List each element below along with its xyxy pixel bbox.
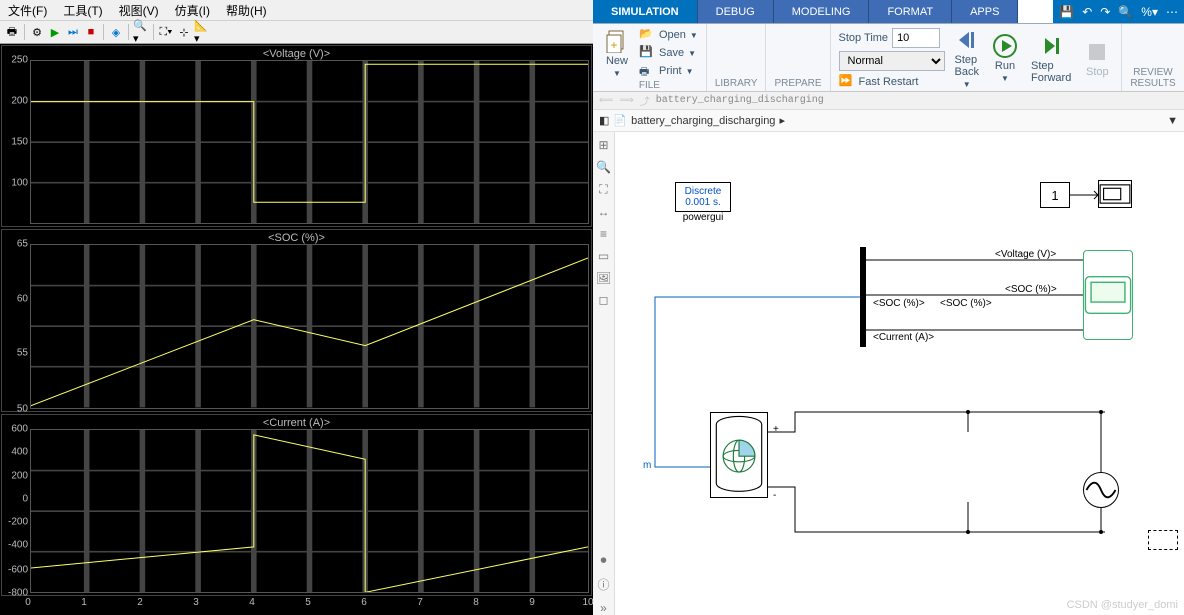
percent-icon[interactable]: %▾ [1141,5,1158,19]
new-button[interactable]: + New▼ [601,26,633,80]
sig-voltage-label: <Voltage (V)> [995,249,1056,260]
group-library-label[interactable]: LIBRARY [715,78,758,89]
stop-icon[interactable]: ■ [83,24,99,40]
menu-view[interactable]: 视图(V) [111,2,167,19]
demux-block[interactable] [860,247,866,347]
viewmark-icon[interactable]: ◻ [599,293,609,307]
menu-file[interactable]: 文件(F) [0,2,55,19]
breadcrumb: ⟸ ⟹ ⤴ battery_charging_discharging [593,92,1184,110]
model-icon: 📄 [613,114,627,127]
run-icon[interactable]: ▶ [47,24,63,40]
print-icon[interactable]: 🖶 [4,24,20,40]
chevron-right-icon: ▸ [779,114,785,127]
pan-icon[interactable]: ↔ [598,205,610,219]
plus-port-label: + [773,424,779,435]
group-file-label: FILE [601,80,698,91]
plot-title: <Current (A)> [263,417,330,429]
toolstrip-body: + New▼ 📂Open▼ 💾Save▼ 🖶Print▼ FILE LIBRAR… [593,24,1184,92]
minus-port-label: - [773,490,776,501]
annotate-icon[interactable]: ≡ [600,227,607,241]
undo-icon[interactable]: ↶ [1082,5,1092,19]
tab-simulation[interactable]: SIMULATION [593,0,698,23]
step-forward-button[interactable]: Step Forward [1027,26,1075,91]
powergui-block[interactable]: Discrete0.001 s. powergui [675,182,731,223]
menu-tools[interactable]: 工具(T) [55,2,110,19]
group-review-label[interactable]: REVIEW RESULTS [1130,67,1175,89]
sig-soc-label-r: <SOC (%)> [1005,284,1057,295]
measure-icon[interactable]: 📐▾ [194,24,210,40]
menu-help[interactable]: 帮助(H) [218,2,275,19]
sim-mode-select[interactable]: Normal [839,51,945,71]
redo-icon[interactable]: ↷ [1100,5,1110,19]
explorer-icon[interactable]: ⊞ [598,138,608,152]
group-prepare-label[interactable]: PREPARE [774,78,821,89]
svg-text:+: + [610,38,617,52]
constant-block[interactable]: 1 [1040,182,1070,208]
cursor-icon[interactable]: ⊹ [176,24,192,40]
print-button[interactable]: 🖶Print▼ [639,62,698,80]
nav-back-icon[interactable]: ⟸ [599,95,613,106]
sig-current-label: <Current (A)> [873,332,934,343]
dropdown-icon[interactable]: ▼ [1167,115,1178,127]
ground-block[interactable] [1148,530,1178,550]
scope-menubar: 文件(F) 工具(T) 视图(V) 仿真(I) 帮助(H) [0,0,593,20]
tab-modeling[interactable]: MODELING [774,0,870,23]
toolstrip-tabs: SIMULATION DEBUG MODELING FORMAT APPS 💾 … [593,0,1184,24]
crumb-text: battery_charging_discharging [656,95,824,106]
record-icon[interactable]: ⏺ [600,553,606,568]
battery-block[interactable] [710,412,768,498]
zoom-in-icon[interactable]: 🔍 [596,160,611,174]
plot-title: <Voltage (V)> [263,48,330,60]
open-button[interactable]: 📂Open▼ [639,26,698,44]
highlight-icon[interactable]: ◈ [108,24,124,40]
scope-toolbar: 🖶 ⚙ ▶ ⏭ ■ ◈ 🔍▾ ⛶▾ ⊹ 📐▾ [0,20,593,44]
more-icon[interactable]: ⋯ [1166,5,1178,19]
nav-up-icon[interactable]: ⤴ [640,93,650,108]
search-icon[interactable]: 🔍 [1118,5,1133,19]
sig-soc-label-1: <SOC (%)> [873,298,925,309]
stoptime-input[interactable] [892,28,940,48]
run-button[interactable]: Run▼ [989,26,1021,91]
canvas-palette: ⊞ 🔍 ⛶ ↔ ≡ ▭ 🖼 ◻ ⏺ ⓘ » [593,132,615,615]
image-icon[interactable]: 🖼 [596,271,611,285]
sig-soc-label-2: <SOC (%)> [940,298,992,309]
model-name[interactable]: battery_charging_discharging [631,115,775,127]
gear-icon[interactable]: ⚙ [29,24,45,40]
quick-access-toolbar: 💾 ↶ ↷ 🔍 %▾ ⋯ [1053,0,1184,23]
save-icon[interactable]: 💾 [1059,5,1074,19]
tab-debug[interactable]: DEBUG [698,0,774,23]
watermark: CSDN @studyer_domi [1067,599,1178,611]
scope-plot-stack: <Voltage (V)>250200150100 <SOC (%)>65605… [0,44,593,597]
sim-stop-button[interactable]: Stop [1081,26,1113,91]
model-browser-bar: ◧ 📄 battery_charging_discharging ▸ ▼ [593,110,1184,132]
scope-plot-1[interactable]: <SOC (%)>65605550 [1,229,592,411]
powergui-label: powergui [675,212,731,223]
autoscale-icon[interactable]: ⛶▾ [158,24,174,40]
zoom-icon[interactable]: 🔍▾ [133,24,149,40]
step-back-button[interactable]: Step Back▼ [951,26,983,91]
scope-plot-2[interactable]: <Current (A)>6004002000-200-400-600-800 [1,414,592,596]
scope-plot-0[interactable]: <Voltage (V)>250200150100 [1,45,592,227]
model-canvas[interactable]: Discrete0.001 s. powergui 1 <Voltage (V)… [615,132,1184,615]
area-icon[interactable]: ▭ [598,249,609,263]
model-browser-icon[interactable]: ◧ [599,114,609,127]
tab-format[interactable]: FORMAT [869,0,952,23]
info-icon[interactable]: ⓘ [597,576,609,593]
fit-icon[interactable]: ⛶ [599,182,607,197]
menu-sim[interactable]: 仿真(I) [167,2,218,19]
stoptime-label: Stop Time [839,32,889,44]
expand-icon[interactable]: » [600,601,607,615]
nav-fwd-icon[interactable]: ⟹ [619,95,633,106]
tab-apps[interactable]: APPS [952,0,1018,23]
step-icon[interactable]: ⏭ [65,24,81,40]
fast-restart-button[interactable]: ⏩Fast Restart [839,73,945,91]
scope-block[interactable] [1083,250,1133,340]
ac-source-block[interactable] [1083,472,1119,508]
m-port-label: m [643,460,651,471]
scope-xaxis: 012345678910 [0,597,593,615]
display-block[interactable] [1098,180,1132,208]
save-button[interactable]: 💾Save▼ [639,44,698,62]
plot-title: <SOC (%)> [268,232,325,244]
